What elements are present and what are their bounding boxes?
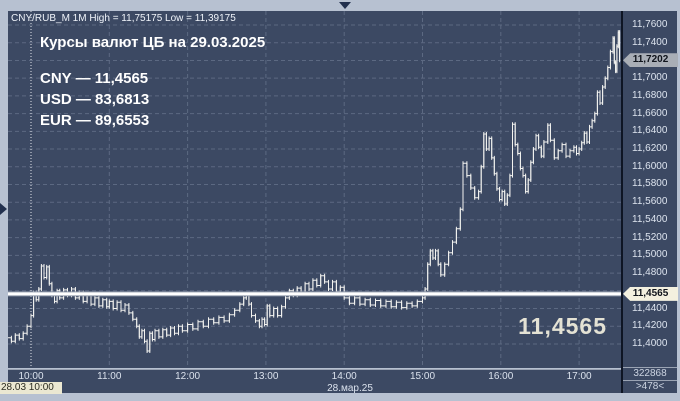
y-axis-tick: 11,5200 (632, 231, 668, 243)
y-axis-tick: 11,6200 (632, 143, 668, 155)
y-axis-tick: 11,5000 (632, 249, 668, 261)
y-axis-tick: 11,4000 (632, 337, 668, 349)
date-label: 28.мар.25 (327, 383, 373, 394)
y-axis-tick: 11,7000 (632, 72, 668, 84)
quote-line-usd: USD — 83,6813 (40, 91, 150, 108)
y-axis-tick: 11,5600 (632, 196, 668, 208)
time-axis[interactable]: 28.03 10:00 28.мар.25 10:00 11:00 12:00 13:… (0, 369, 621, 394)
x-axis-tick: 16:00 (488, 371, 514, 382)
y-axis-tick: 11,6400 (632, 125, 668, 137)
x-axis-tick: 11:00 (97, 371, 122, 382)
chart-start-time-box: 28.03 10:00 (0, 382, 62, 394)
axis-footer: 322868 >478< (623, 367, 677, 393)
symbol-info-header: CNY/RUB_M 1M High = 11,75175 Low = 11,39… (11, 13, 236, 24)
bottom-scroll-strip[interactable] (0, 393, 680, 401)
x-axis-tick: 17:00 (566, 371, 592, 382)
y-axis-tick: 11,5400 (632, 213, 668, 225)
x-axis-tick: 13:00 (253, 371, 279, 382)
y-axis-tick: 11,6800 (632, 89, 668, 101)
scroll-marker-down-icon[interactable] (339, 2, 351, 9)
x-axis-tick: 12:00 (175, 371, 201, 382)
top-scroll-strip[interactable] (0, 0, 680, 11)
x-axis-tick: 14:00 (331, 371, 357, 382)
x-axis-tick: 10:00 (18, 371, 44, 382)
scroll-marker-right-icon[interactable] (0, 203, 7, 215)
volume-counter: 322868 (623, 367, 677, 380)
y-axis-tick: 11,7600 (632, 19, 668, 30)
reference-price-watermark: 11,4565 (518, 313, 607, 339)
right-frame-strip (677, 11, 680, 393)
price-axis[interactable]: 11,7202 11,4565 322868 >478< 11,7600 11,7… (621, 11, 678, 393)
quote-line-cny: CNY — 11,4565 (40, 70, 149, 87)
y-axis-tick: 11,6600 (632, 107, 668, 119)
y-axis-tick: 11,5800 (632, 178, 668, 190)
cb-rates-quotes: CNY — 11,4565 USD — 83,6813 EUR — 89,655… (40, 68, 149, 131)
x-axis-tick: 15:00 (409, 371, 436, 382)
y-axis-tick: 11,4400 (632, 302, 668, 314)
y-axis-tick: 11,4200 (632, 320, 668, 332)
y-axis-tick: 11,4800 (632, 267, 668, 279)
price-chart-svg[interactable] (8, 11, 621, 368)
chart-plot-area[interactable]: CNY/RUB_M 1M High = 11,75175 Low = 11,39… (8, 11, 621, 368)
last-price-marker: 11,7202 (623, 53, 678, 68)
quote-line-eur: EUR — 89,6553 (40, 112, 150, 129)
cb-rates-title: Курсы валют ЦБ на 29.03.2025 (40, 34, 266, 51)
left-frame-strip (0, 11, 8, 393)
y-axis-tick: 11,7400 (632, 36, 668, 48)
y-axis-tick: 11,6000 (632, 160, 668, 172)
bar-countdown-timer: >478< (623, 380, 677, 393)
reference-price-marker: 11,4565 (623, 286, 678, 301)
